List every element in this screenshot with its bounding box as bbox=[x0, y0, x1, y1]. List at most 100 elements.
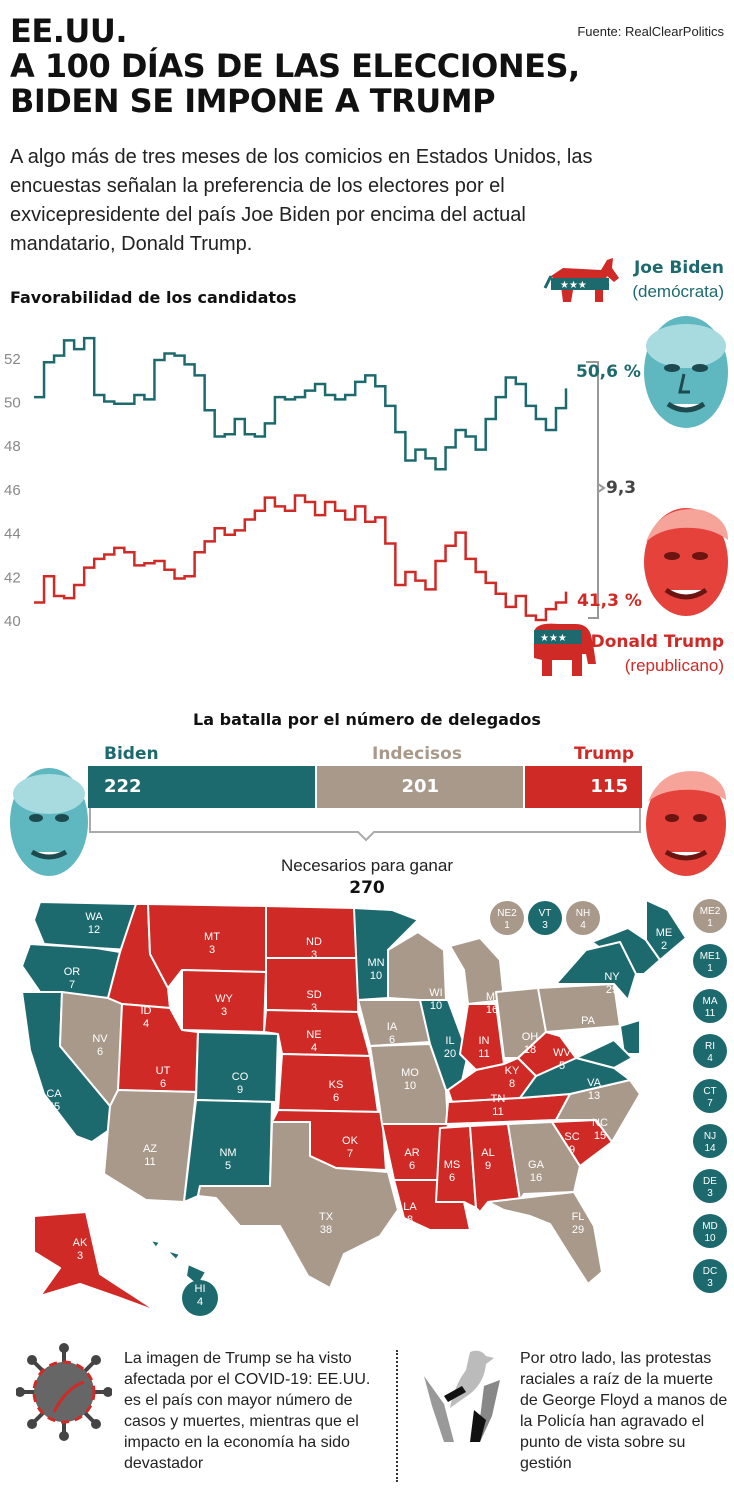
state-abbr-ga: GA bbox=[528, 1159, 545, 1171]
gap-bracket bbox=[586, 361, 599, 619]
district-marker-md bbox=[693, 1214, 727, 1248]
state-abbr-wv: WV bbox=[553, 1047, 571, 1059]
trump-party: (republicano) bbox=[624, 656, 724, 675]
y-tick-44: 44 bbox=[4, 526, 21, 543]
state-abbr-nm: NM bbox=[219, 1147, 236, 1159]
y-tick-50: 50 bbox=[4, 395, 21, 412]
state-wv bbox=[517, 1031, 577, 1077]
state-votes-wy: 3 bbox=[221, 1006, 227, 1018]
state-votes-sd: 3 bbox=[311, 1002, 317, 1014]
district-abbr-md: MD bbox=[702, 1221, 718, 1232]
state-abbr-wi: WI bbox=[429, 987, 442, 999]
svg-text:★★★: ★★★ bbox=[560, 280, 587, 291]
state-me bbox=[645, 899, 687, 961]
source-credit: Fuente: RealClearPolitics bbox=[577, 24, 724, 39]
district-abbr-ne2: NE2 bbox=[497, 908, 517, 919]
state-votes-fl: 29 bbox=[572, 1224, 584, 1236]
district-abbr-nj: NJ bbox=[704, 1131, 716, 1142]
footer-left-text: La imagen de Trump se ha visto afectada … bbox=[124, 1350, 371, 1472]
state-votes-il: 20 bbox=[444, 1048, 456, 1060]
district-votes-de: 3 bbox=[707, 1188, 713, 1199]
district-marker-me2 bbox=[693, 899, 727, 933]
state-abbr-nc: NC bbox=[592, 1117, 608, 1129]
state-abbr-az: AZ bbox=[143, 1143, 157, 1155]
district-marker-me1 bbox=[693, 944, 727, 978]
republican-elephant-icon: ★★★ bbox=[534, 623, 596, 676]
district-votes-nj: 14 bbox=[704, 1143, 716, 1154]
district-abbr-nh: NH bbox=[576, 908, 590, 919]
y-tick-42: 42 bbox=[4, 569, 21, 586]
state-abbr-ak: AK bbox=[73, 1237, 88, 1249]
gap-bracket-pointer bbox=[597, 483, 606, 493]
state-votes-mi: 16 bbox=[486, 1004, 498, 1016]
state-abbr-ia: IA bbox=[387, 1021, 398, 1033]
state-votes-mn: 10 bbox=[370, 970, 382, 982]
y-tick-48: 48 bbox=[4, 438, 21, 455]
state-abbr-ok: OK bbox=[342, 1135, 359, 1147]
state-votes-hi: 4 bbox=[197, 1296, 203, 1308]
protest-hands-icon bbox=[424, 1350, 500, 1442]
state-votes-mt: 3 bbox=[209, 944, 215, 956]
headline-line-2: A 100 DÍAS DE LAS ELECCIONES, bbox=[10, 47, 580, 85]
northeast-region-2 bbox=[619, 1019, 641, 1055]
state-votes-ut: 6 bbox=[160, 1078, 166, 1090]
state-votes-co: 9 bbox=[237, 1084, 243, 1096]
district-marker-ne2 bbox=[490, 901, 524, 935]
state-abbr-mt: MT bbox=[204, 931, 220, 943]
state-marker-hi bbox=[182, 1280, 218, 1316]
district-marker-ri bbox=[693, 1034, 727, 1068]
democrat-donkey-icon: ★★★ bbox=[543, 258, 619, 302]
state-votes-nd: 3 bbox=[311, 949, 317, 961]
district-votes-ri: 4 bbox=[707, 1053, 713, 1064]
district-marker-ct bbox=[693, 1079, 727, 1113]
state-abbr-fl: FL bbox=[572, 1211, 585, 1223]
state-abbr-mn: MN bbox=[367, 957, 384, 969]
bar-value-trump: 115 bbox=[590, 776, 628, 797]
state-abbr-or: OR bbox=[64, 966, 81, 978]
state-abbr-la: LA bbox=[403, 1201, 417, 1213]
state-abbr-pa: PA bbox=[581, 1015, 596, 1027]
state-abbr-co: CO bbox=[232, 1071, 249, 1083]
district-marker-ma bbox=[693, 989, 727, 1023]
trump-portrait-small-icon bbox=[646, 771, 726, 876]
trump-portrait-icon bbox=[644, 508, 728, 616]
district-votes-me1: 1 bbox=[707, 963, 713, 974]
state-ny bbox=[555, 941, 637, 1001]
state-votes-pa: 20 bbox=[582, 1028, 594, 1040]
state-votes-ny: 29 bbox=[606, 984, 618, 996]
state-abbr-nd: ND bbox=[306, 936, 322, 948]
delegates-title: La batalla por el número de delegados bbox=[193, 710, 541, 729]
district-abbr-vt: VT bbox=[539, 908, 552, 919]
state-abbr-tx: TX bbox=[319, 1211, 334, 1223]
state-votes-ok: 7 bbox=[347, 1148, 353, 1160]
biden-series-line bbox=[34, 336, 568, 471]
bar-undecided: 201 bbox=[317, 766, 524, 808]
district-votes-vt: 3 bbox=[542, 920, 548, 931]
state-abbr-wy: WY bbox=[215, 993, 233, 1005]
state-votes-oh: 18 bbox=[524, 1044, 536, 1056]
state-tx bbox=[197, 1121, 399, 1289]
state-abbr-il: IL bbox=[445, 1035, 454, 1047]
state-votes-ne: 4 bbox=[311, 1042, 317, 1054]
state-abbr-id: ID bbox=[141, 1005, 152, 1017]
state-abbr-oh: OH bbox=[522, 1031, 539, 1043]
state-votes-wv: 5 bbox=[559, 1060, 565, 1072]
state-votes-sc: 9 bbox=[569, 1144, 575, 1156]
headline-line-1: EE.UU. bbox=[10, 12, 127, 50]
state-abbr-tn: TN bbox=[491, 1093, 506, 1105]
biden-portrait-icon bbox=[644, 316, 728, 428]
y-tick-52: 52 bbox=[4, 351, 21, 368]
bar-label-biden: Biden bbox=[104, 744, 159, 764]
state-votes-al: 9 bbox=[485, 1160, 491, 1172]
state-abbr-mi: MI bbox=[486, 991, 498, 1003]
state-abbr-ut: UT bbox=[156, 1065, 171, 1077]
state-fl bbox=[487, 1191, 603, 1285]
headline-line-3: BIDEN SE IMPONE A TRUMP bbox=[10, 82, 496, 120]
district-votes-ma: 11 bbox=[705, 1008, 716, 1019]
state-abbr-wa: WA bbox=[85, 911, 103, 923]
state-votes-id: 4 bbox=[143, 1018, 149, 1030]
state-votes-ms: 6 bbox=[449, 1172, 455, 1184]
state-votes-nv: 6 bbox=[97, 1046, 103, 1058]
district-marker-vt bbox=[528, 901, 562, 935]
biden-portrait-small-icon bbox=[10, 768, 88, 876]
